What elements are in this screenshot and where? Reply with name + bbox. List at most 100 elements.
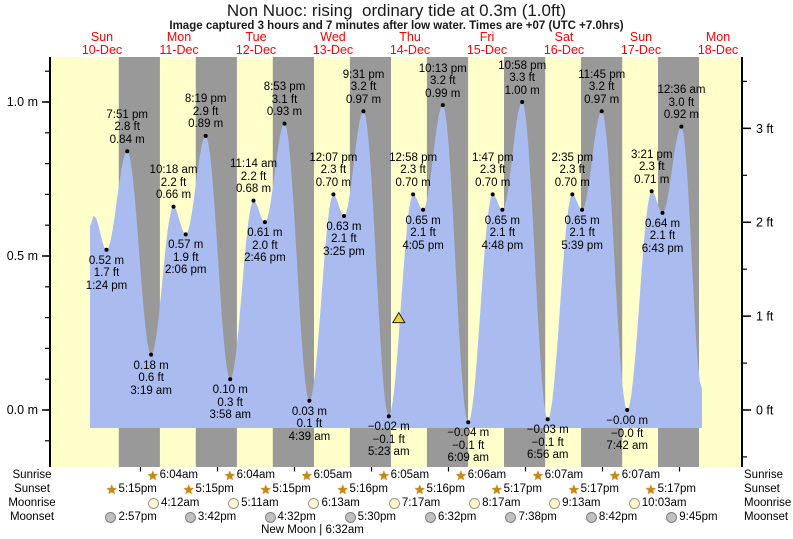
extremum-dot bbox=[203, 133, 208, 138]
sun-star-icon: ★ bbox=[105, 481, 118, 497]
sun-star-icon: ★ bbox=[532, 467, 544, 483]
sunset-label-left: Sunset bbox=[14, 483, 50, 495]
sunrise-time: 6:05am bbox=[313, 469, 353, 481]
moonset-time: 7:38pm bbox=[518, 511, 557, 523]
high-tide-label: 10:13 pm 3.2 ft 0.99 m bbox=[418, 62, 467, 100]
sunset-row: Sunset Sunset ★ 5:15pm ★ 5:15pm ★ 5:15pm ★ 5:16… bbox=[0, 482, 793, 496]
low-tide-label: −0.04 m −0.1 ft 6:09 am bbox=[447, 427, 490, 465]
extremum-dot bbox=[251, 198, 256, 203]
low-tide-label: 0.10 m 0.3 ft 3:58 am bbox=[209, 384, 251, 422]
sun-star-icon: ★ bbox=[301, 467, 313, 483]
extremum-dot bbox=[262, 220, 267, 225]
left-axis-tick-label: 0.5 m bbox=[7, 249, 38, 263]
sunset-marker: ★ 5:15pm bbox=[260, 482, 311, 496]
moonrise-circle-icon bbox=[549, 497, 561, 509]
moonset-marker: 5:30pm bbox=[344, 510, 396, 524]
sunset-time: 5:15pm bbox=[118, 483, 157, 495]
sunset-time: 5:17pm bbox=[503, 483, 542, 495]
extremum-dot bbox=[440, 103, 445, 108]
left-axis-tick-label: 1.0 m bbox=[7, 95, 38, 109]
extremum-dot bbox=[342, 214, 346, 218]
moonset-circle-icon bbox=[344, 511, 356, 523]
chart-subtitle: Image captured 3 hours and 7 minutes aft… bbox=[169, 20, 624, 32]
moonrise-time: 5:11am bbox=[241, 497, 279, 509]
sun-star-icon: ★ bbox=[146, 467, 159, 483]
low-tide-label: 0.03 m 0.1 ft 4:39 am bbox=[288, 405, 331, 443]
day-label: Thu 14-Dec bbox=[389, 30, 431, 57]
high-tide-label: 2:35 pm 2.3 ft 0.70 m bbox=[551, 151, 594, 189]
extremum-dot bbox=[466, 420, 471, 425]
day-label: Mon 18-Dec bbox=[697, 30, 739, 57]
extremum-dot bbox=[649, 189, 654, 194]
moonrise-marker: 4:12am bbox=[147, 496, 199, 510]
moonset-time: 2:57pm bbox=[118, 511, 157, 523]
moonrise-label-left: Moonrise bbox=[8, 497, 56, 509]
moonrise-marker: 6:13am bbox=[308, 496, 360, 510]
sunrise-marker: ★ 6:04am bbox=[147, 468, 198, 482]
low-tide-label: −0.00 m −0.0 ft 7:42 am bbox=[606, 415, 649, 452]
extremum-dot bbox=[570, 192, 575, 197]
sunrise-marker: ★ 6:07am bbox=[609, 468, 660, 482]
tide-area bbox=[90, 102, 702, 428]
moonset-time: 9:45pm bbox=[679, 511, 718, 523]
sun-star-icon: ★ bbox=[336, 481, 349, 497]
sun-star-icon: ★ bbox=[182, 481, 195, 497]
low-tide-label: 0.63 m 2.1 ft 3:25 pm bbox=[323, 220, 365, 258]
extremum-dot bbox=[421, 207, 426, 212]
extremum-dot bbox=[599, 109, 604, 114]
moonset-circle-icon bbox=[424, 511, 436, 523]
sunrise-label-right: Sunrise bbox=[744, 469, 783, 481]
sunset-marker: ★ 5:16pm bbox=[337, 482, 388, 496]
low-tide-label: −0.03 m −0.1 ft 6:56 am bbox=[526, 424, 569, 462]
moonset-time: 3:42pm bbox=[197, 511, 237, 523]
moonset-time: 6:32pm bbox=[437, 511, 477, 523]
moonrise-circle-icon bbox=[228, 497, 240, 509]
high-tide-label: 11:45 pm 3.2 ft 0.97 m bbox=[578, 68, 626, 106]
sunrise-marker: ★ 6:06am bbox=[455, 468, 506, 482]
extremum-dot bbox=[679, 124, 684, 129]
moonset-marker: 2:57pm bbox=[105, 510, 157, 524]
low-tide-label: 0.18 m 0.6 ft 3:19 am bbox=[130, 359, 172, 397]
moonset-circle-icon bbox=[105, 511, 117, 523]
sunset-time: 5:17pm bbox=[580, 483, 619, 495]
extremum-dot bbox=[625, 408, 630, 412]
sunset-marker: ★ 5:17pm bbox=[645, 482, 696, 496]
moonset-marker: 4:32pm bbox=[264, 510, 316, 524]
page-title: Non Nuoc: rising ordinary tide at 0.3m (… bbox=[226, 1, 567, 20]
moonrise-label-right: Moonrise bbox=[744, 497, 792, 509]
extremum-dot bbox=[125, 149, 130, 154]
sunset-time: 5:17pm bbox=[657, 483, 696, 495]
extremum-dot bbox=[104, 247, 109, 252]
low-tide-label: −0.02 m −0.1 ft 5:23 am bbox=[367, 421, 410, 459]
high-tide-label: 10:58 pm 3.3 ft 1.00 m bbox=[498, 59, 547, 97]
left-axis-tick-label: 0.0 m bbox=[7, 403, 38, 417]
high-tide-label: 3:21 pm 2.3 ft 0.71 m bbox=[630, 148, 673, 186]
high-tide-label: 10:18 am 2.2 ft 0.66 m bbox=[149, 164, 198, 202]
sunrise-label-left: Sunrise bbox=[12, 469, 52, 481]
high-tide-label: 7:51 pm 2.8 ft 0.84 m bbox=[106, 108, 148, 146]
sun-star-icon: ★ bbox=[413, 481, 426, 497]
day-label: Tue 12-Dec bbox=[235, 30, 277, 57]
day-label: Sat 16-Dec bbox=[543, 30, 585, 57]
right-axis-tick-label: 1 ft bbox=[756, 310, 774, 324]
extremum-dot bbox=[580, 207, 585, 212]
low-tide-label: 0.65 m 2.1 ft 4:05 pm bbox=[402, 214, 444, 252]
high-tide-label: 12:58 pm 2.3 ft 0.70 m bbox=[389, 151, 438, 189]
sunset-marker: ★ 5:15pm bbox=[183, 482, 234, 496]
right-axis-tick-label: 3 ft bbox=[756, 122, 774, 136]
high-tide-label: 1:47 pm 2.3 ft 0.70 m bbox=[471, 151, 514, 189]
sunset-marker: ★ 5:16pm bbox=[414, 482, 465, 496]
day-label: Mon 11-Dec bbox=[159, 30, 199, 57]
extremum-dot bbox=[660, 210, 665, 215]
sunrise-marker: ★ 6:05am bbox=[301, 468, 352, 482]
low-tide-label: 0.52 m 1.7 ft 1:24 pm bbox=[85, 254, 128, 292]
moonrise-time: 6:13am bbox=[321, 497, 360, 509]
high-tide-label: 9:31 pm 3.2 ft 0.97 m bbox=[342, 68, 385, 106]
sunrise-row: Sunrise Sunrise ★ 6:04am ★ 6:04am ★ 6:05am ★ 6:… bbox=[0, 468, 793, 482]
sunset-time: 5:16pm bbox=[349, 483, 388, 495]
day-label: Sun 17-Dec bbox=[620, 30, 662, 57]
sun-star-icon: ★ bbox=[490, 481, 503, 497]
moonset-row: Moonset Moonset 2:57pm 3:42pm 4:32pm 5:30pm… bbox=[0, 510, 793, 524]
moonrise-circle-icon bbox=[147, 497, 159, 509]
